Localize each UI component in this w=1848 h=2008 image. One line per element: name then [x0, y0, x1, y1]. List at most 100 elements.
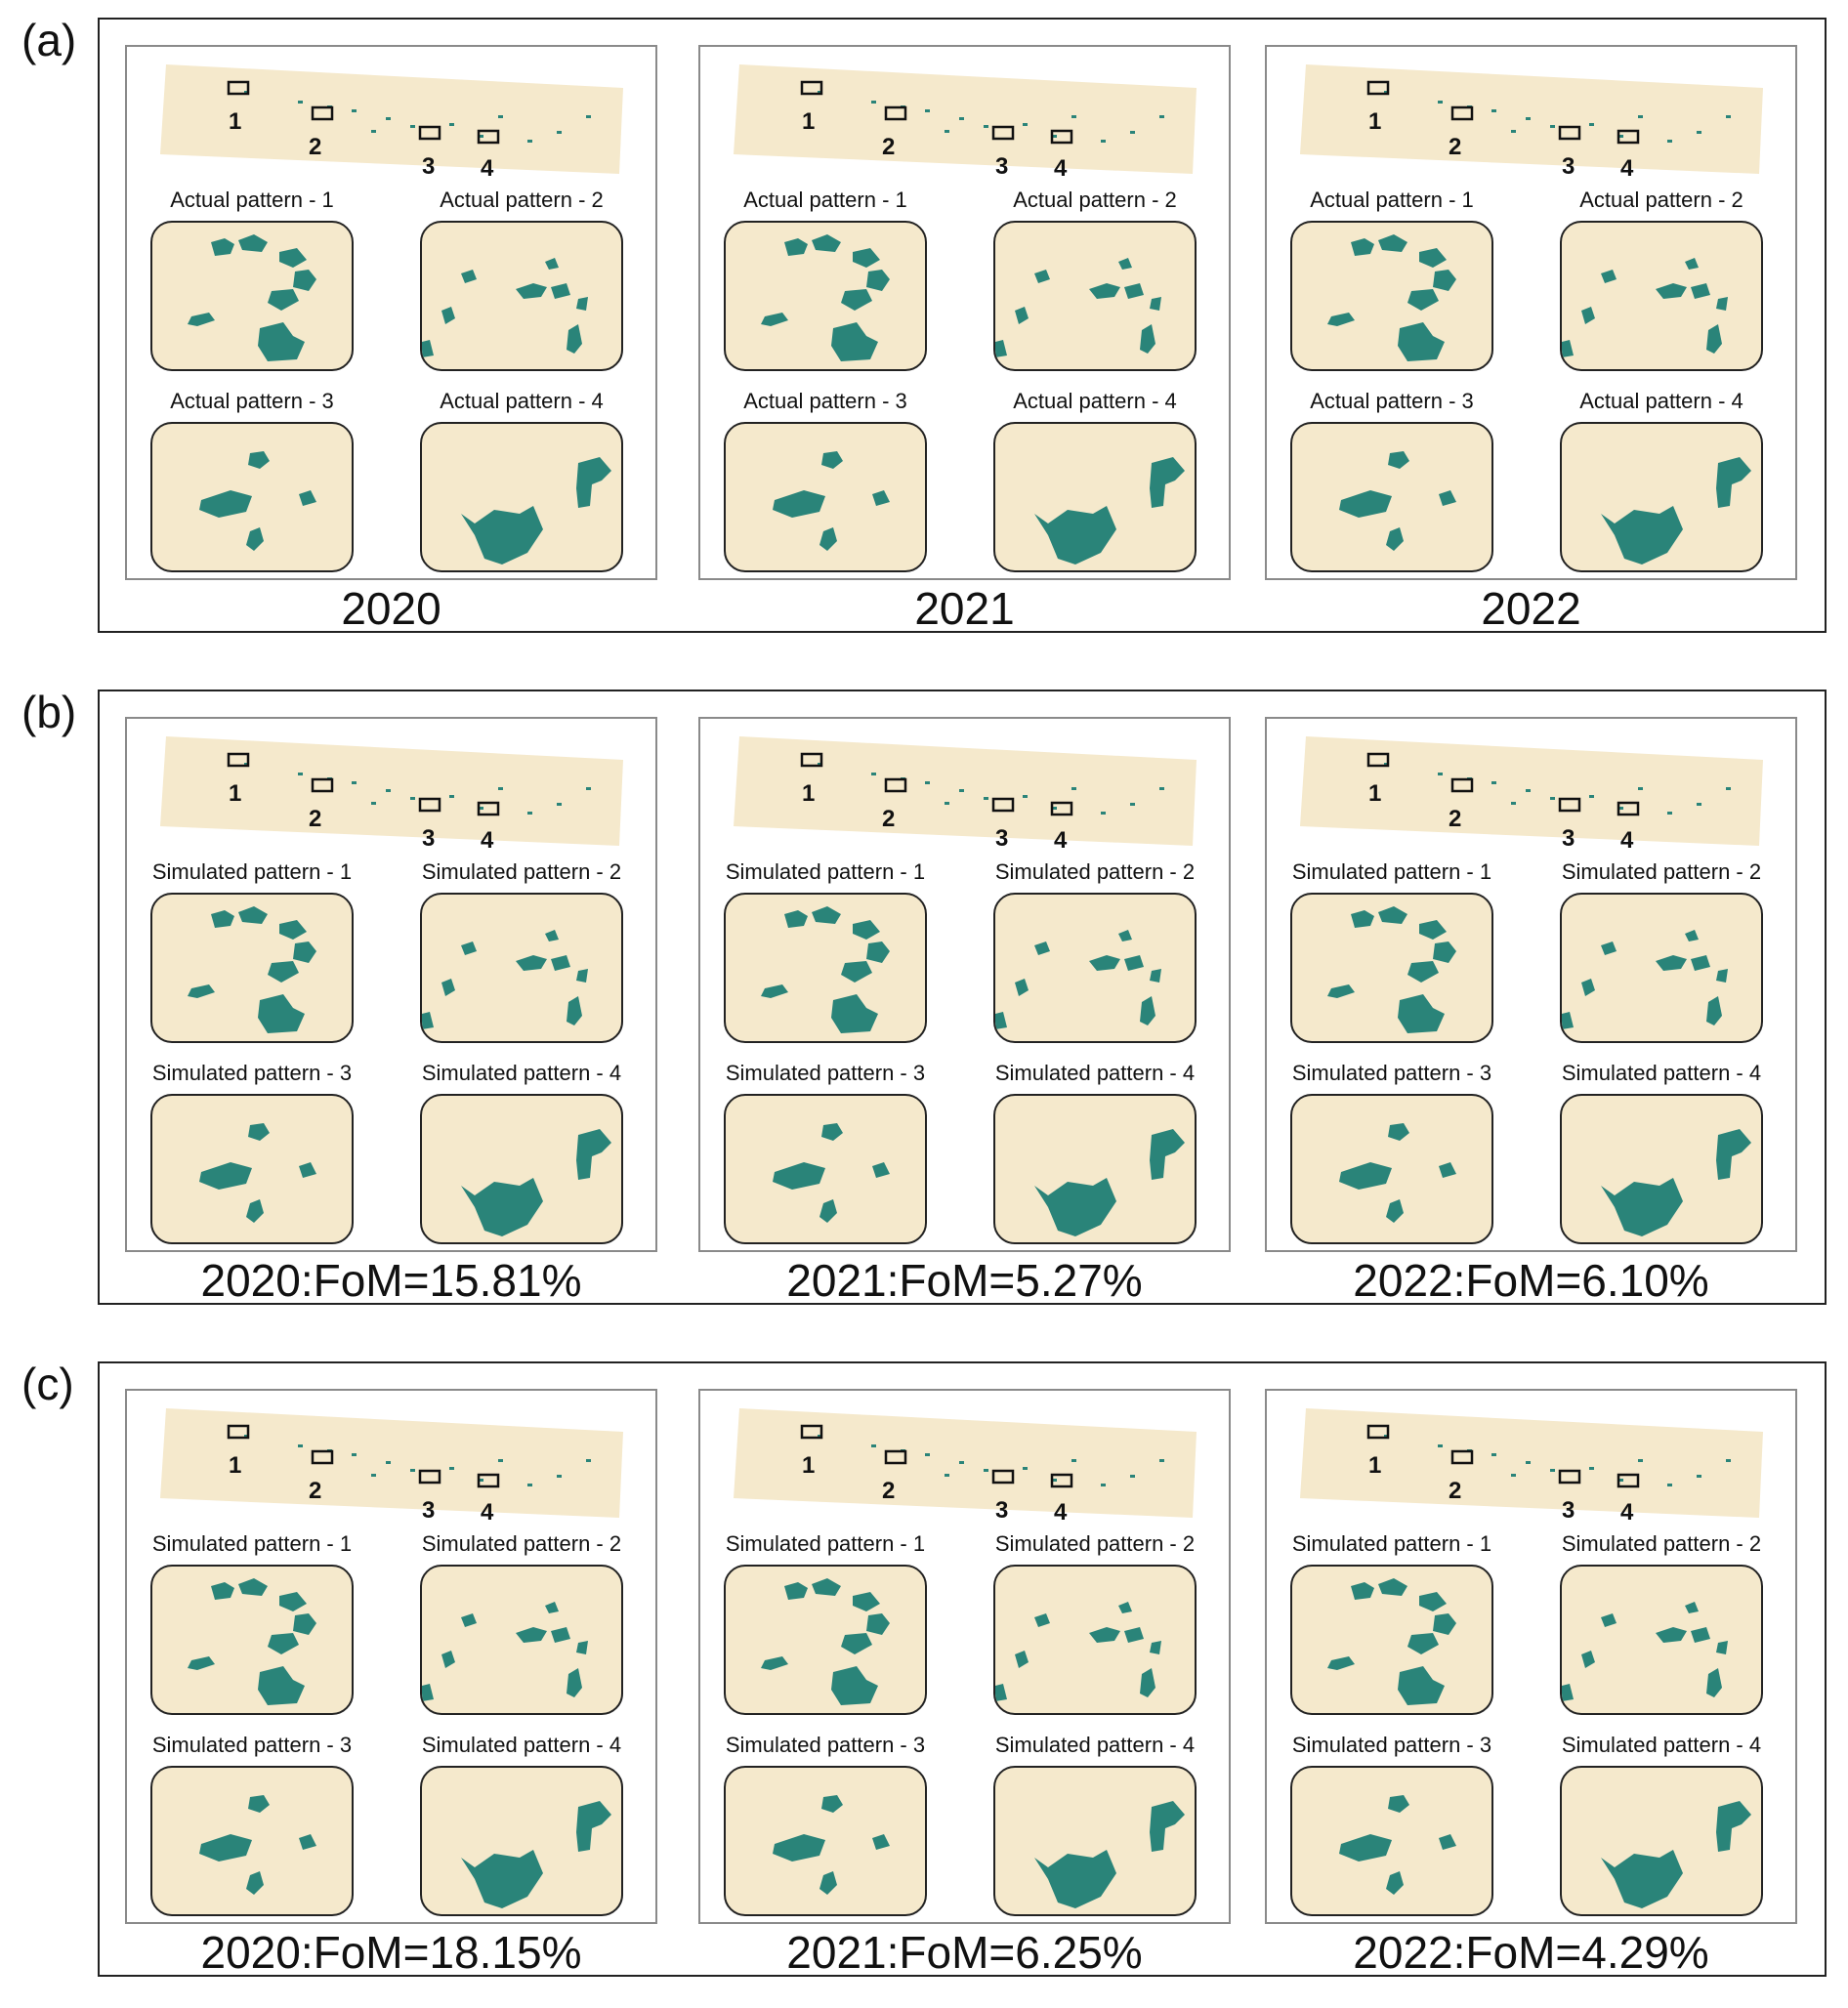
region-box-1: [800, 1424, 823, 1440]
region-box-2: [311, 105, 334, 121]
patch-shape: [821, 451, 843, 469]
pattern-title: Simulated pattern: [421, 1531, 591, 1556]
region-number-4: 4: [1620, 155, 1634, 182]
pattern-label-3: Simulated pattern - 3: [151, 1733, 353, 1757]
pattern-label-2: Simulated pattern - 2: [421, 859, 622, 884]
patch-shape: [761, 984, 788, 998]
region-box-4: [1050, 801, 1073, 816]
pattern-number: 2: [1164, 188, 1177, 212]
patch-shape: [461, 270, 477, 283]
pattern-map-1: [150, 1565, 354, 1715]
patch-shape: [995, 1012, 1007, 1029]
patch-mark: [1697, 131, 1701, 134]
pattern-map-1: [150, 893, 354, 1043]
pattern-number: 3: [1461, 389, 1474, 413]
patch-shape: [1716, 1801, 1751, 1852]
patch-shape: [841, 289, 872, 311]
patch-shape: [248, 451, 270, 469]
pattern-number: 2: [1748, 1531, 1762, 1556]
patch-shape: [1433, 941, 1456, 963]
pattern-title: Actual pattern: [440, 389, 572, 413]
region-box-1: [227, 80, 250, 96]
section-frame: [98, 1361, 1827, 1977]
patch-shape: [866, 941, 890, 963]
patch-shape: [853, 1592, 880, 1611]
pattern-number: 3: [1479, 1061, 1492, 1085]
pattern-map-1: [724, 893, 927, 1043]
pattern-map-4: [420, 422, 623, 572]
patch-shape: [1691, 283, 1710, 299]
patch-shape: [853, 248, 880, 268]
patch-mark: [1491, 781, 1496, 784]
patch-mark: [1618, 1479, 1623, 1482]
patch-mark: [1638, 1459, 1643, 1462]
patch-mark: [557, 1475, 562, 1478]
patch-shape: [246, 1871, 264, 1895]
patch-shape: [1386, 1871, 1404, 1895]
patch-shape: [1034, 1850, 1116, 1908]
patch-shape: [866, 1613, 890, 1635]
patch-shape: [1388, 451, 1409, 469]
year-panel-1: 1 2 3 4 Simulated pattern - 1 Simulated patte…: [125, 717, 657, 1252]
patch-shape: [995, 1684, 1007, 1701]
patch-mark: [1130, 803, 1135, 806]
pattern-label-2: Simulated pattern - 2: [421, 1531, 622, 1556]
patch-mark: [449, 1467, 454, 1470]
pattern-map-2: [993, 221, 1197, 371]
patch-mark: [410, 797, 415, 800]
pattern-number: 2: [1731, 188, 1743, 212]
region-box-2: [311, 777, 334, 793]
patch-shape: [1124, 1627, 1144, 1643]
overview-map: 1 2 3 4: [734, 736, 1197, 854]
region-box-1: [800, 80, 823, 96]
pattern-title: Actual pattern: [1013, 389, 1146, 413]
patch-shape: [188, 1656, 215, 1670]
patch-mark: [1384, 1435, 1389, 1438]
region-number-3: 3: [1562, 825, 1575, 852]
patch-shape: [551, 955, 570, 971]
region-box-4: [1050, 129, 1073, 145]
patch-shape: [1089, 283, 1120, 299]
region-box-1: [227, 1424, 250, 1440]
pattern-label-4: Actual pattern - 4: [440, 389, 604, 413]
patch-shape: [1716, 1129, 1751, 1180]
patch-shape: [279, 920, 307, 940]
region-number-4: 4: [481, 155, 494, 182]
pattern-label-4: Actual pattern - 4: [1579, 389, 1743, 413]
pattern-number: 2: [1182, 1531, 1196, 1556]
pattern-title: Simulated pattern: [151, 859, 321, 884]
patch-mark: [1438, 773, 1443, 775]
patch-shape: [1439, 1162, 1456, 1178]
study-area-strip: [734, 736, 1197, 846]
patch-mark: [1697, 803, 1701, 806]
patch-shape: [1685, 930, 1699, 941]
section-b: (b) 1 2 3 4 Simulated pattern - 1 Simulated pa…: [0, 672, 1848, 1336]
patch-shape: [1034, 1178, 1116, 1236]
patch-shape: [1601, 506, 1683, 565]
region-number-2: 2: [1449, 806, 1461, 832]
study-area-strip: [1300, 64, 1763, 174]
pattern-number: 2: [609, 859, 622, 884]
patch-mark: [1726, 787, 1731, 790]
patch-shape: [576, 457, 611, 508]
patch-mark: [244, 1435, 249, 1438]
patch-shape: [1439, 490, 1456, 506]
patch-shape: [1140, 1668, 1155, 1697]
region-box-3: [418, 125, 441, 141]
region-box-3: [991, 125, 1015, 141]
patch-shape: [1691, 955, 1710, 971]
patch-mark: [959, 1461, 964, 1464]
pattern-title: Simulated pattern: [151, 1531, 321, 1556]
region-number-1: 1: [229, 1452, 241, 1479]
pattern-map-3: [1290, 422, 1493, 572]
year-panel-2: 1 2 3 4 Simulated pattern - 1 Simulated patte…: [698, 717, 1231, 1252]
patch-mark: [1071, 115, 1076, 118]
patch-shape: [1140, 324, 1155, 354]
patch-shape: [1118, 258, 1132, 270]
patch-mark: [1159, 1459, 1164, 1462]
patch-mark: [527, 812, 532, 815]
pattern-map-2: [420, 893, 623, 1043]
patch-shape: [1706, 324, 1722, 354]
panel-caption: 2020: [341, 583, 441, 634]
year-panel-1: 1 2 3 4 Simulated pattern - 1 Simulated patte…: [125, 1389, 657, 1924]
